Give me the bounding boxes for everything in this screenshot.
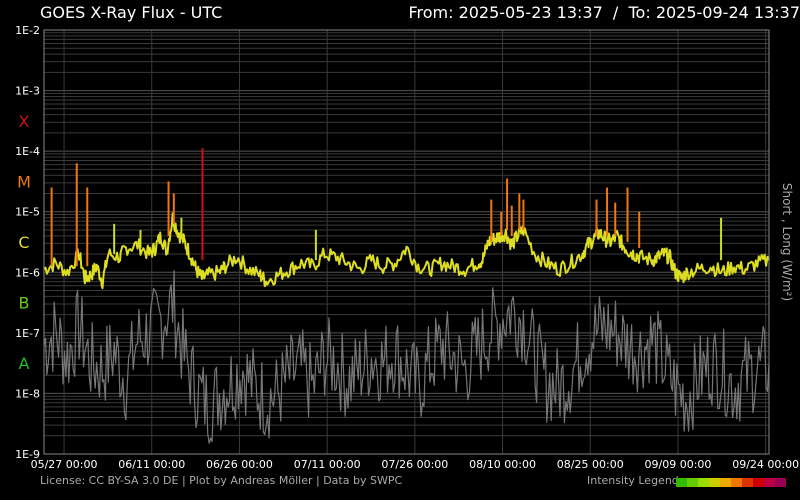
legend-swatch [720, 478, 731, 487]
date-range-to: 2025-09-24 13:37 [655, 3, 800, 22]
x-tick-label: 08/25 00:00 [557, 458, 624, 471]
y-tick-label: 1E-3 [15, 85, 40, 98]
flare-class-c: C [18, 233, 29, 252]
y-tick-label: 1E-7 [15, 327, 40, 340]
x-tick-labels: 05/27 00:00 06/11 00:00 06/26 00:00 07/11 0… [31, 458, 800, 471]
legend-swatch [698, 478, 709, 487]
legend-swatch [742, 478, 753, 487]
y-tick-label: 1E-6 [15, 266, 40, 279]
short-series [43, 270, 770, 444]
chart-title: GOES X-Ray Flux - UTC [40, 3, 223, 22]
legend-swatch [775, 478, 786, 487]
intensity-legend-bar [676, 478, 786, 487]
legend-swatch [687, 478, 698, 487]
y-tick-label: 1E-4 [15, 145, 40, 158]
date-range-separator: / To: [602, 3, 656, 22]
intensity-legend-label: Intensity Legend [587, 474, 679, 487]
legend-swatch [709, 478, 720, 487]
flare-class-labels: X M C B A [17, 112, 31, 373]
plot-frame [43, 29, 770, 455]
series-line-long [43, 212, 770, 290]
x-tick-label: 09/24 00:00 [732, 458, 799, 471]
x-tick-label: 06/26 00:00 [206, 458, 273, 471]
chart-axes [43, 29, 770, 455]
legend-swatch [753, 478, 764, 487]
date-range-from: 2025-05-23 13:37 [458, 3, 603, 22]
chart-grid [44, 30, 769, 455]
license-text: License: CC BY-SA 3.0 DE | Plot by Andre… [40, 474, 403, 487]
x-tick-label: 09/09 00:00 [645, 458, 712, 471]
legend-swatch [731, 478, 742, 487]
flare-class-m: M [17, 172, 31, 191]
x-tick-label: 08/10 00:00 [469, 458, 536, 471]
flare-class-a: A [19, 354, 30, 373]
y-axis-label: Short , Long (W/m²) [780, 183, 794, 301]
legend-swatch [764, 478, 775, 487]
x-tick-label: 06/11 00:00 [118, 458, 185, 471]
long-series [43, 212, 770, 290]
flare-class-b: B [19, 294, 30, 313]
y-tick-label: 1E-2 [15, 24, 40, 37]
flare-class-x: X [19, 112, 30, 131]
date-range-prefix: From: [408, 3, 459, 22]
y-tick-labels: 1E-2 1E-3 1E-4 1E-5 1E-6 1E-7 1E-8 1E-9 [15, 24, 40, 461]
y-tick-label: 1E-8 [15, 387, 40, 400]
flare-spikes [50, 148, 723, 267]
date-range: From: 2025-05-23 13:37 / To: 2025-09-24 … [408, 3, 800, 22]
y-tick-label: 1E-5 [15, 206, 40, 219]
y-tick-label: 1E-9 [15, 448, 40, 461]
x-tick-label: 05/27 00:00 [31, 458, 98, 471]
x-tick-label: 07/26 00:00 [381, 458, 448, 471]
legend-swatch [676, 478, 687, 487]
series-line-short [43, 270, 770, 444]
x-tick-label: 07/11 00:00 [294, 458, 361, 471]
